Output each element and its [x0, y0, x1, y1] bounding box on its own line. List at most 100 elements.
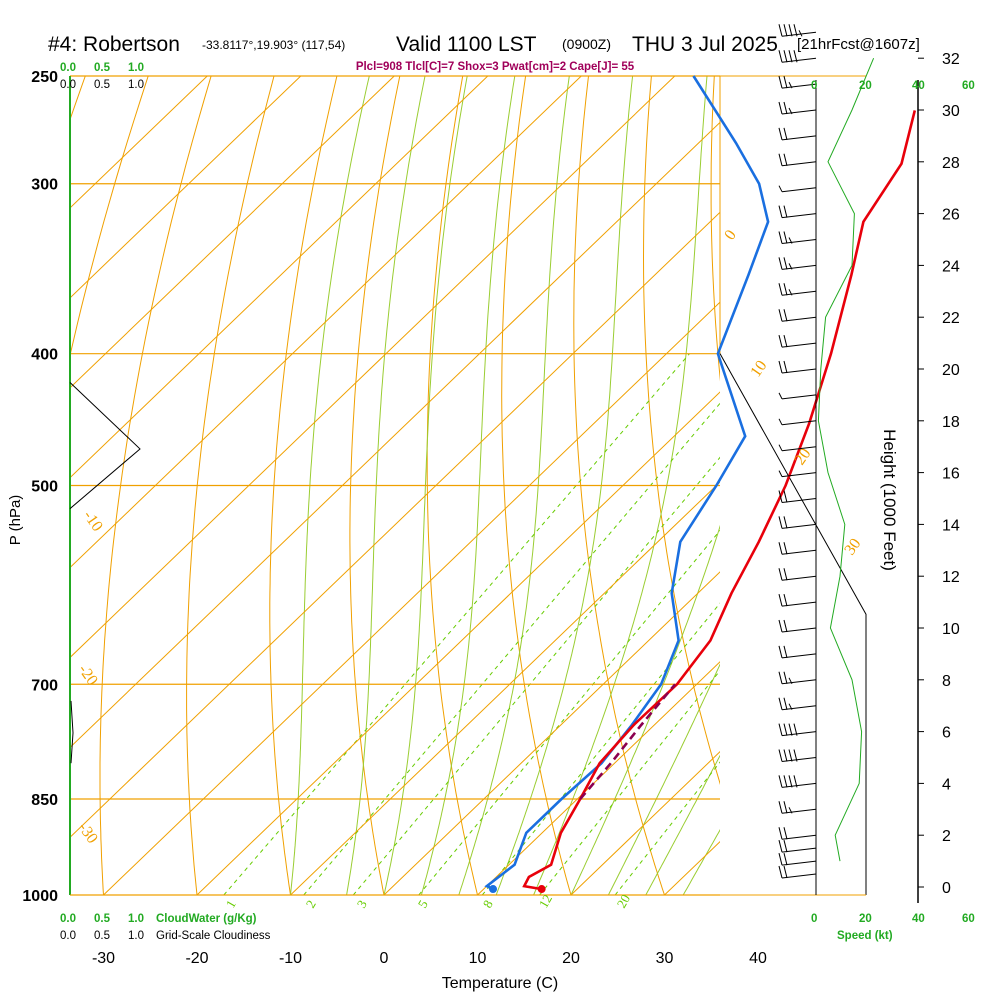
- wind-barb: [778, 444, 817, 452]
- wind-barb-feather: [778, 801, 783, 814]
- wind-barb: [778, 392, 817, 400]
- temperature-tick-label: 20: [562, 950, 580, 967]
- dry-adiabat-line: [426, 76, 478, 895]
- forecast-date: THU 3 Jul 2025: [632, 33, 778, 56]
- dry-adiabat-label: 0: [721, 227, 740, 243]
- valid-time: Valid 1100 LST: [396, 33, 537, 56]
- wind-barb-feather: [778, 645, 783, 659]
- wind-barb-staff: [781, 472, 817, 478]
- wind-barb-staff: [781, 264, 817, 270]
- cloudiness-label: Grid-Scale Cloudiness: [156, 930, 271, 942]
- wind-barb: [778, 50, 817, 63]
- wind-barb-feather: [783, 257, 788, 270]
- wind-barb: [778, 101, 817, 115]
- wind-barb-staff: [781, 549, 817, 555]
- wind-barb: [778, 516, 817, 529]
- temperature-tick-label: -20: [185, 950, 208, 967]
- wind-barb-staff: [781, 834, 817, 840]
- wind-barb-feather: [783, 490, 788, 503]
- x-axis-title: Temperature (C): [442, 975, 558, 992]
- speed-label: Speed (kt): [837, 930, 893, 942]
- height-tick-label: 28: [942, 155, 960, 172]
- cloudwater-label: CloudWater (g/Kg): [156, 913, 257, 925]
- dry-adiabat-label: 30: [841, 535, 864, 558]
- pressure-tick-label: 1000: [22, 888, 58, 905]
- wind-barb: [778, 153, 817, 167]
- dry-adiabat-line: [840, 52, 1000, 895]
- mixing-ratio-label: 3: [354, 897, 370, 910]
- dry-adiabat-line: [573, 76, 665, 895]
- wind-barb-feather: [778, 852, 783, 866]
- wind-barb-feather: [778, 865, 783, 879]
- dry-adiabat-line: [710, 76, 720, 382]
- wind-barb-feather: [783, 75, 788, 89]
- height-tick-label: 22: [942, 310, 960, 327]
- wind-barb-feather: [783, 723, 788, 736]
- wind-barb-feather: [788, 237, 793, 244]
- height-tick-label: 32: [942, 51, 960, 68]
- wind-barb-feather: [788, 81, 793, 89]
- wind-barb-feather: [783, 153, 788, 166]
- wind-barb-feather: [788, 775, 793, 788]
- wind-barb-staff: [781, 187, 817, 193]
- wind-barb-feather: [793, 723, 798, 736]
- isotherm-line: [477, 661, 720, 895]
- mixing-ratio-line: [223, 353, 690, 895]
- isobars: [70, 75, 720, 896]
- wind-barb-staff: [781, 860, 817, 866]
- forecast-run: [21hrFcst@1607z]: [797, 36, 920, 53]
- moist-adiabat-line: [570, 524, 720, 895]
- wind-barb-feather: [778, 50, 783, 63]
- wind-barb-staff: [781, 523, 817, 529]
- dry-adiabat-line: [269, 76, 338, 895]
- cloudiness-tick: 0.0: [60, 79, 76, 91]
- wind-barb-staff: [781, 446, 817, 452]
- wind-barb-feather: [783, 516, 788, 529]
- mixing-ratio-line: [352, 456, 720, 895]
- wind-barb-staff: [781, 290, 817, 296]
- wind-barb-staff: [781, 316, 817, 322]
- wind-barb-feather: [778, 749, 783, 762]
- moist-adiabat-line: [533, 76, 708, 895]
- height-tick-label: 6: [942, 725, 951, 742]
- cloudwater-tick: 0.5: [94, 62, 111, 74]
- wind-barb-feather: [783, 827, 788, 840]
- height-tick-label: 14: [942, 517, 960, 534]
- wind-barb-staff: [781, 342, 817, 348]
- wind-barb-staff: [781, 653, 817, 659]
- wind-barb-staff: [781, 368, 817, 374]
- height-tick-label: 16: [942, 466, 960, 483]
- speed-tick: 40: [912, 80, 925, 92]
- pressure-tick-label: 850: [31, 792, 58, 809]
- dry-adiabat-label: -30: [75, 820, 101, 847]
- mixing-ratio-line: [303, 402, 720, 895]
- wind-barb: [778, 360, 817, 374]
- wind-barb-feather: [778, 360, 783, 374]
- wind-barb: [778, 619, 817, 633]
- cloudiness-tick: 0.5: [94, 79, 110, 91]
- wind-barb-feather: [778, 619, 783, 633]
- mixing-ratio-label: 12: [536, 892, 555, 911]
- parcel-profile: [579, 683, 677, 800]
- height-tick-label: 20: [942, 362, 960, 379]
- wind-barb: [778, 257, 817, 270]
- dry-adiabat-label: 10: [747, 357, 770, 380]
- surface-dewpoint-point: [489, 885, 498, 894]
- wind-barb-feather: [778, 444, 783, 451]
- wind-barb-staff: [781, 135, 817, 141]
- wind-barb-feather: [778, 775, 783, 788]
- wind-speed-trace: [817, 58, 875, 862]
- wind-barb-feather: [778, 334, 783, 348]
- moist-adiabats: [290, 76, 720, 895]
- wind-barb: [778, 645, 817, 659]
- wind-barb: [778, 723, 817, 737]
- speed-tick: 60: [962, 80, 975, 92]
- height-tick-label: 0: [942, 880, 951, 897]
- wind-barb: [778, 827, 817, 840]
- wind-barb: [778, 775, 817, 788]
- mixing-ratio-line: [481, 602, 720, 895]
- wind-barb-feather: [783, 593, 788, 607]
- wind-barb: [778, 865, 817, 879]
